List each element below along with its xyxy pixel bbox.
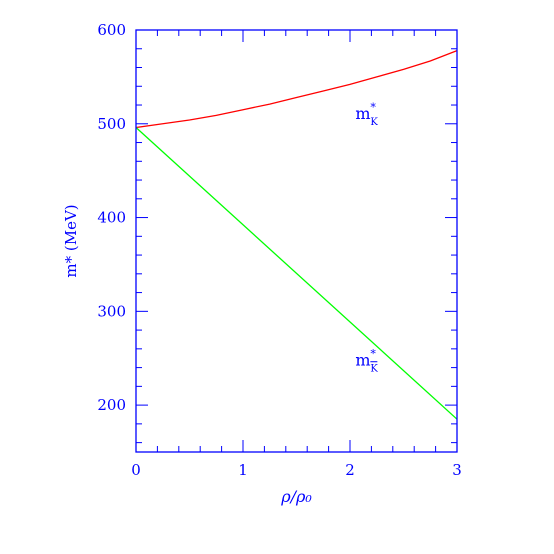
plot-frame	[135, 29, 458, 453]
series-label-0: m * K	[355, 101, 378, 128]
y-tick-label: 400	[97, 209, 126, 227]
y-tick-label: 600	[97, 21, 126, 39]
series-label-base: m	[355, 351, 370, 370]
series-line-1	[135, 127, 458, 420]
y-tick-label: 200	[97, 396, 126, 414]
x-tick-label: 3	[452, 461, 462, 479]
x-tick-label: 0	[131, 461, 141, 479]
series-label-sub: K	[370, 117, 378, 128]
series-line-0	[135, 50, 458, 129]
y-axis-label: m* (MeV)	[62, 204, 80, 277]
series-labels: m *Km *K	[355, 101, 378, 375]
x-tick-label: 2	[345, 461, 355, 479]
series-label-1: m * K	[355, 348, 378, 375]
tick-labels: 0 1 2 3 200 300 400 500 600	[97, 21, 461, 479]
series-label-sup: *	[370, 101, 376, 114]
axis-ticks	[135, 29, 458, 452]
series-label-sub: K	[370, 364, 378, 375]
y-tick-label: 300	[97, 302, 126, 320]
series-lines	[135, 50, 458, 420]
x-tick-label: 1	[238, 461, 248, 479]
y-tick-label: 500	[97, 115, 126, 133]
series-label-base: m	[355, 104, 370, 123]
x-axis-label: ρ/ρ₀	[280, 487, 312, 506]
series-label-sup: *	[370, 348, 376, 361]
